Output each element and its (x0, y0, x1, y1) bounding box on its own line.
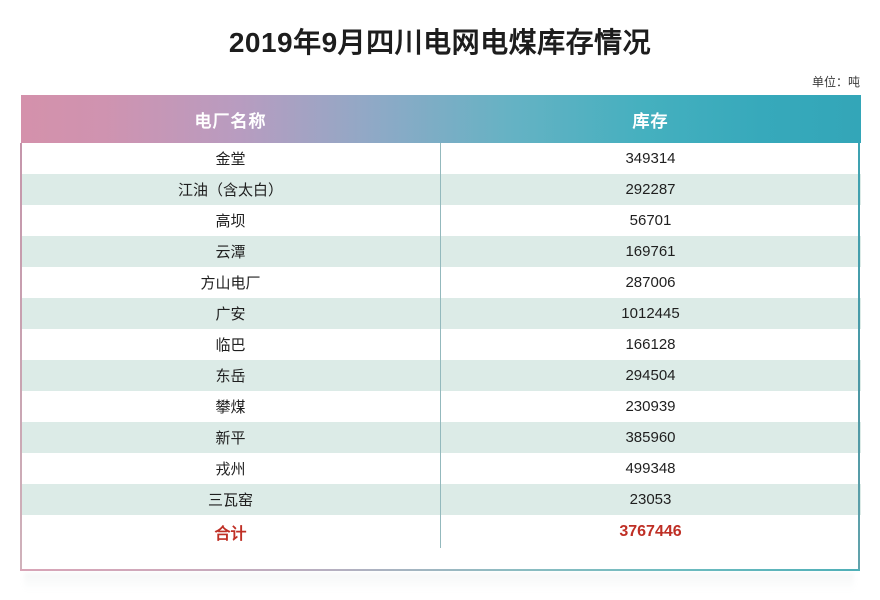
cell-inventory-value: 292287 (625, 181, 676, 198)
inventory-table-wrapper: 电厂名称 库存 金堂 349314 江油（含太白） 292287 高坝 5670… (20, 95, 861, 571)
cell-plant-name: 新平 (20, 422, 441, 453)
table-row: 江油（含太白） 292287 (20, 174, 861, 205)
cell-plant-name: 云潭 (20, 236, 441, 267)
table-drop-shadow (24, 573, 854, 591)
cell-plant-name: 江油（含太白） (20, 174, 441, 205)
table-row: 攀煤 230939 (20, 391, 861, 422)
cell-plant-name: 金堂 (20, 143, 441, 174)
cell-plant-name: 东岳 (20, 360, 441, 391)
cell-plant-name: 高坝 (20, 205, 441, 236)
table-border-bottom (20, 569, 860, 571)
title-bar: 2019年9月四川电网电煤库存情况 (0, 26, 880, 60)
cell-inventory-value: 349314 (625, 150, 676, 167)
table-row: 金堂 349314 (20, 143, 861, 174)
table-body: 金堂 349314 江油（含太白） 292287 高坝 56701 云潭 169… (20, 143, 861, 548)
table-header: 电厂名称 库存 (20, 95, 861, 143)
cell-plant-name: 方山电厂 (20, 267, 441, 298)
table-row: 高坝 56701 (20, 205, 861, 236)
cell-inventory-value: 23053 (629, 491, 672, 508)
cell-inventory-value: 166128 (625, 336, 676, 353)
cell-plant-name: 三瓦窑 (20, 484, 441, 515)
cell-inventory-value: 56701 (629, 212, 672, 229)
table-row: 方山电厂 287006 (20, 267, 861, 298)
table-row: 云潭 169761 (20, 236, 861, 267)
cell-plant-name: 攀煤 (20, 391, 441, 422)
column-header-inventory: 库存 (632, 111, 669, 131)
coal-inventory-table: 电厂名称 库存 金堂 349314 江油（含太白） 292287 高坝 5670… (20, 95, 861, 548)
cell-inventory-value: 287006 (625, 274, 676, 291)
cell-total-value: 3767446 (619, 522, 682, 540)
unit-note: 单位：吨 (811, 75, 860, 89)
cell-inventory-value: 385960 (625, 429, 676, 446)
table-total-row: 合计 3767446 (20, 515, 861, 548)
cell-plant-name: 临巴 (20, 329, 441, 360)
cell-inventory-value: 499348 (625, 460, 676, 477)
table-header-row: 电厂名称 库存 (20, 95, 861, 143)
table-row: 广安 1012445 (20, 298, 861, 329)
cell-inventory-value: 1012445 (621, 305, 680, 322)
table-row: 戎州 499348 (20, 453, 861, 484)
cell-plant-name: 广安 (20, 298, 441, 329)
table-row: 三瓦窑 23053 (20, 484, 861, 515)
table-row: 新平 385960 (20, 422, 861, 453)
cell-total-label: 合计 (20, 515, 441, 548)
column-header-plant-name: 电厂名称 (194, 111, 267, 131)
cell-plant-name: 戎州 (20, 453, 441, 484)
table-row: 临巴 166128 (20, 329, 861, 360)
page-title: 2019年9月四川电网电煤库存情况 (228, 27, 652, 58)
cell-inventory-value: 169761 (625, 243, 676, 260)
cell-inventory-value: 230939 (625, 398, 676, 415)
table-row: 东岳 294504 (20, 360, 861, 391)
cell-inventory-value: 294504 (625, 367, 676, 384)
